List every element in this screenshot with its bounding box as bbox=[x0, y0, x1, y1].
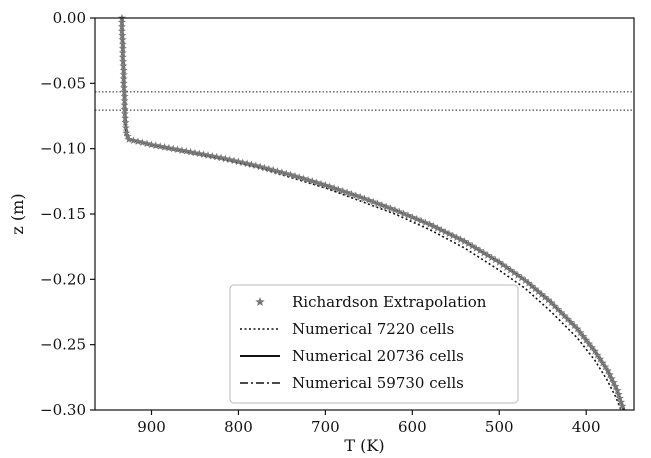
reference-lines bbox=[95, 92, 634, 110]
x-axis-label: T (K) bbox=[344, 436, 384, 455]
y-tick-label: 0.00 bbox=[53, 9, 86, 27]
y-tick-label: −0.05 bbox=[40, 74, 86, 92]
legend-label: Numerical 59730 cells bbox=[292, 374, 464, 392]
x-tick-label: 400 bbox=[572, 418, 601, 436]
x-tick-label: 600 bbox=[398, 418, 427, 436]
legend-label: Richardson Extrapolation bbox=[292, 293, 487, 311]
y-tick-label: −0.15 bbox=[40, 205, 86, 223]
y-axis-label: z (m) bbox=[8, 193, 27, 234]
y-tick-label: −0.25 bbox=[40, 336, 86, 354]
y-tick-label: −0.20 bbox=[40, 270, 86, 288]
x-tick-label: 900 bbox=[137, 418, 166, 436]
legend-label: Numerical 7220 cells bbox=[292, 320, 454, 338]
x-tick-label: 700 bbox=[311, 418, 340, 436]
legend-label: Numerical 20736 cells bbox=[292, 347, 464, 365]
y-axis-ticks: 0.00 −0.05 −0.10 −0.15 −0.20 −0.25 −0.30 bbox=[40, 9, 95, 419]
legend: Richardson Extrapolation Numerical 7220 c… bbox=[230, 285, 518, 403]
x-tick-label: 500 bbox=[485, 418, 514, 436]
x-axis-ticks: 900 800 700 600 500 400 bbox=[137, 410, 600, 436]
y-tick-label: −0.30 bbox=[40, 401, 86, 419]
y-tick-label: −0.10 bbox=[40, 140, 86, 158]
x-tick-label: 800 bbox=[224, 418, 253, 436]
